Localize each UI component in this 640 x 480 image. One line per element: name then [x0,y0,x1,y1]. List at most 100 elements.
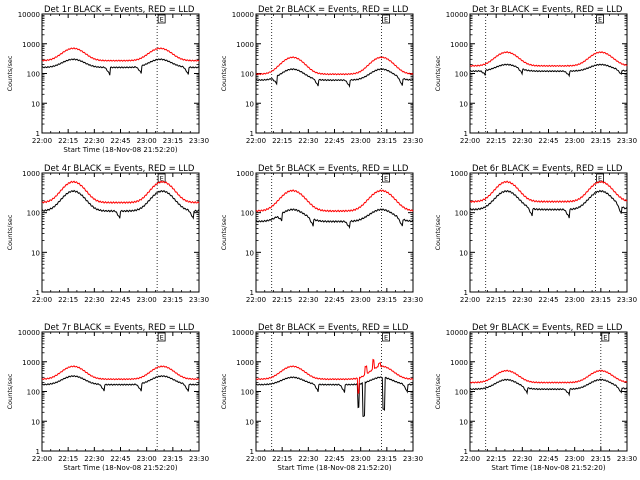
y-tick-label: 10000 [446,329,468,337]
lld-series-line [469,369,628,384]
y-tick-label: 1 [250,448,254,456]
x-tick-label: 23:00 [137,296,157,304]
x-tick-label: 22:15 [272,137,292,145]
x-tick-label: 22:15 [486,137,506,145]
y-tick-label: 1000 [22,41,40,49]
panel-title: Det 8r BLACK = Events, RED = LLD [258,323,409,333]
x-tick-label: 23:15 [377,137,397,145]
x-tick-label: 23:00 [565,137,585,145]
y-tick-label: 1 [36,448,40,456]
lld-series-line [41,365,200,381]
panel-det-6: Det 6r BLACK = Events, RED = LLD Counts/s… [434,164,637,304]
x-tick-label: 23:00 [565,455,585,463]
y-tick-label: 1 [36,289,40,297]
x-tick-label: 22:00 [460,137,480,145]
y-tick-label: 10 [459,418,468,426]
plot-frame [255,13,414,134]
lld-series-line [469,180,628,204]
x-tick-label: 22:45 [538,296,558,304]
y-tick-label: 10000 [446,11,468,19]
y-tick-label: 100 [27,389,40,397]
y-tick-label: 100 [27,71,40,79]
y-tick-label: 10 [459,249,468,257]
event-marker-box [382,14,391,24]
event-marker-label: E [160,334,164,342]
event-marker-label: E [598,16,602,24]
y-tick-label: 10 [31,418,40,426]
plot-frame [255,331,414,452]
y-axis-label: Counts/sec [6,55,14,91]
panel-title: Det 2r BLACK = Events, RED = LLD [258,5,409,15]
y-tick-label: 1 [250,289,254,297]
x-tick-label: 22:15 [486,455,506,463]
lld-series-line [255,358,414,395]
y-tick-label: 1 [464,289,468,297]
x-tick-label: 23:15 [591,137,611,145]
panel-title: Det 5r BLACK = Events, RED = LLD [258,164,409,174]
y-axis-label: Counts/sec [434,373,442,409]
x-tick-label: 22:00 [32,296,52,304]
panel-det-2: Det 2r BLACK = Events, RED = LLD Counts/s… [220,5,423,145]
x-tick-label: 23:15 [591,455,611,463]
y-axis-label: Counts/sec [434,55,442,91]
x-tick-label: 23:30 [617,137,637,145]
x-tick-label: 23:30 [403,296,423,304]
x-tick-label: 23:15 [163,137,183,145]
y-axis-label: Counts/sec [220,55,228,91]
x-tick-label: 22:45 [110,296,130,304]
x-tick-label: 22:30 [84,137,104,145]
y-tick-label: 10 [459,100,468,108]
lld-series-line [469,51,628,68]
event-marker-box [596,14,604,24]
event-marker-label: E [603,334,607,342]
plot-frame [469,13,628,134]
events-series-line [255,376,414,417]
panel-det-8: Det 8r BLACK = Events, RED = LLD Counts/s… [220,323,423,472]
y-tick-label: 100 [455,210,468,218]
x-tick-label: 22:45 [324,137,344,145]
lld-series-line [41,47,200,62]
x-axis-label: Start Time (18-Nov-08 21:52:20) [63,146,177,154]
y-axis-label: Counts/sec [6,214,14,250]
x-tick-label: 23:00 [351,455,371,463]
panel-det-1: Det 1r BLACK = Events, RED = LLD Counts/s… [6,5,209,154]
x-tick-label: 22:00 [32,455,52,463]
y-tick-label: 10 [245,418,254,426]
x-tick-label: 23:00 [137,137,157,145]
y-tick-label: 10 [31,100,40,108]
x-tick-label: 22:15 [486,296,506,304]
events-series-line [469,63,628,78]
x-tick-label: 23:15 [163,455,183,463]
events-series-line [469,378,628,397]
plot-frame [41,172,200,293]
y-tick-label: 1 [36,130,40,138]
y-tick-label: 1000 [450,359,468,367]
y-tick-label: 1 [464,448,468,456]
event-marker-label: E [384,16,388,24]
x-tick-label: 23:00 [351,137,371,145]
panel-title: Det 3r BLACK = Events, RED = LLD [472,5,623,15]
plot-frame [469,331,628,452]
x-tick-label: 22:45 [538,137,558,145]
y-tick-label: 1000 [22,359,40,367]
x-tick-label: 23:00 [137,455,157,463]
x-tick-label: 22:45 [324,455,344,463]
panel-det-7: Det 7r BLACK = Events, RED = LLD Counts/s… [6,323,209,472]
event-marker-label: E [160,16,164,24]
x-axis-label: Start Time (18-Nov-08 21:52:20) [277,464,391,472]
events-series-line [41,58,200,76]
y-axis-label: Counts/sec [6,373,14,409]
y-tick-label: 1 [464,130,468,138]
event-marker-box [601,332,610,342]
events-series-line [255,208,414,230]
x-tick-label: 23:15 [163,296,183,304]
panel-title: Det 9r BLACK = Events, RED = LLD [472,323,623,333]
x-tick-label: 22:15 [58,137,78,145]
x-tick-label: 22:45 [324,296,344,304]
event-marker-label: E [384,334,388,342]
panel-title: Det 1r BLACK = Events, RED = LLD [44,5,195,15]
x-tick-label: 23:30 [617,296,637,304]
event-marker-label: E [598,175,602,183]
y-tick-label: 100 [27,210,40,218]
x-tick-label: 23:30 [189,455,209,463]
